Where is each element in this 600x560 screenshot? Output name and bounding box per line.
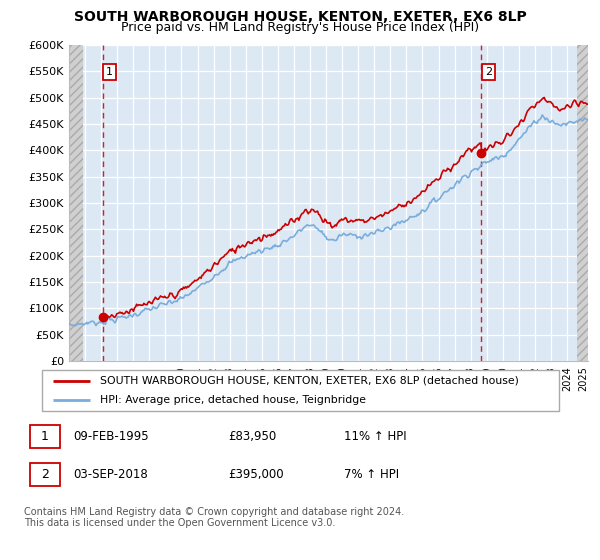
Text: HPI: Average price, detached house, Teignbridge: HPI: Average price, detached house, Teig…: [100, 395, 366, 405]
Text: 2: 2: [41, 468, 49, 481]
Text: 11% ↑ HPI: 11% ↑ HPI: [344, 430, 407, 443]
Text: 03-SEP-2018: 03-SEP-2018: [74, 468, 148, 481]
Text: 1: 1: [41, 430, 49, 443]
Text: SOUTH WARBOROUGH HOUSE, KENTON, EXETER, EX6 8LP: SOUTH WARBOROUGH HOUSE, KENTON, EXETER, …: [74, 10, 526, 24]
Text: Price paid vs. HM Land Registry's House Price Index (HPI): Price paid vs. HM Land Registry's House …: [121, 21, 479, 34]
FancyBboxPatch shape: [42, 371, 559, 411]
Bar: [29, 463, 60, 486]
Text: 09-FEB-1995: 09-FEB-1995: [74, 430, 149, 443]
Text: Contains HM Land Registry data © Crown copyright and database right 2024.
This d: Contains HM Land Registry data © Crown c…: [24, 507, 404, 529]
Text: £395,000: £395,000: [228, 468, 284, 481]
Text: 7% ↑ HPI: 7% ↑ HPI: [344, 468, 399, 481]
Text: 1: 1: [106, 67, 113, 77]
Text: £83,950: £83,950: [228, 430, 277, 443]
Text: 2: 2: [485, 67, 492, 77]
Text: SOUTH WARBOROUGH HOUSE, KENTON, EXETER, EX6 8LP (detached house): SOUTH WARBOROUGH HOUSE, KENTON, EXETER, …: [100, 376, 519, 386]
Bar: [69, 45, 83, 361]
Bar: [577, 45, 588, 361]
Bar: [29, 425, 60, 448]
